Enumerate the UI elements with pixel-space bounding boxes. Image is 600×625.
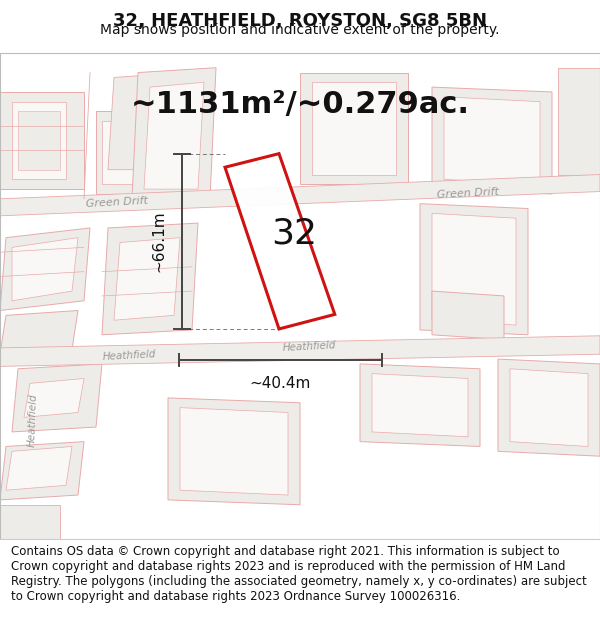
Text: Green Drift: Green Drift xyxy=(86,196,148,209)
Polygon shape xyxy=(0,174,600,216)
Polygon shape xyxy=(132,68,216,199)
Polygon shape xyxy=(312,82,396,174)
Polygon shape xyxy=(102,121,168,184)
Polygon shape xyxy=(108,72,186,169)
Polygon shape xyxy=(12,238,78,301)
Polygon shape xyxy=(18,111,60,169)
Polygon shape xyxy=(0,92,84,189)
Polygon shape xyxy=(96,111,180,194)
Polygon shape xyxy=(498,359,600,456)
Polygon shape xyxy=(0,442,84,500)
Polygon shape xyxy=(225,154,335,329)
Text: 32, HEATHFIELD, ROYSTON, SG8 5BN: 32, HEATHFIELD, ROYSTON, SG8 5BN xyxy=(113,12,487,29)
Polygon shape xyxy=(372,374,468,437)
Polygon shape xyxy=(12,364,102,432)
Text: Heathfield: Heathfield xyxy=(27,392,39,447)
Polygon shape xyxy=(180,408,288,495)
Polygon shape xyxy=(6,446,72,490)
Text: Green Drift: Green Drift xyxy=(437,186,499,199)
Polygon shape xyxy=(12,102,66,179)
Text: ~1131m²/~0.279ac.: ~1131m²/~0.279ac. xyxy=(131,89,470,119)
Polygon shape xyxy=(114,238,180,320)
Text: Contains OS data © Crown copyright and database right 2021. This information is : Contains OS data © Crown copyright and d… xyxy=(11,545,587,602)
Polygon shape xyxy=(420,204,528,335)
Polygon shape xyxy=(0,228,90,311)
Text: ~66.1m: ~66.1m xyxy=(151,211,167,272)
Polygon shape xyxy=(300,72,408,184)
Text: Map shows position and indicative extent of the property.: Map shows position and indicative extent… xyxy=(100,23,500,38)
Polygon shape xyxy=(168,398,300,505)
Polygon shape xyxy=(360,364,480,446)
Polygon shape xyxy=(24,379,84,418)
Text: Heathfield: Heathfield xyxy=(102,349,156,362)
Polygon shape xyxy=(558,68,600,174)
Polygon shape xyxy=(0,505,60,539)
Text: Heathfield: Heathfield xyxy=(282,341,336,353)
Text: 32: 32 xyxy=(271,217,317,251)
Polygon shape xyxy=(432,291,504,339)
Polygon shape xyxy=(432,213,516,325)
Polygon shape xyxy=(510,369,588,446)
Text: ~40.4m: ~40.4m xyxy=(250,376,311,391)
Polygon shape xyxy=(0,336,600,366)
Polygon shape xyxy=(144,82,204,189)
Polygon shape xyxy=(102,223,198,335)
Polygon shape xyxy=(432,87,552,194)
Polygon shape xyxy=(444,97,540,184)
Polygon shape xyxy=(0,311,78,354)
